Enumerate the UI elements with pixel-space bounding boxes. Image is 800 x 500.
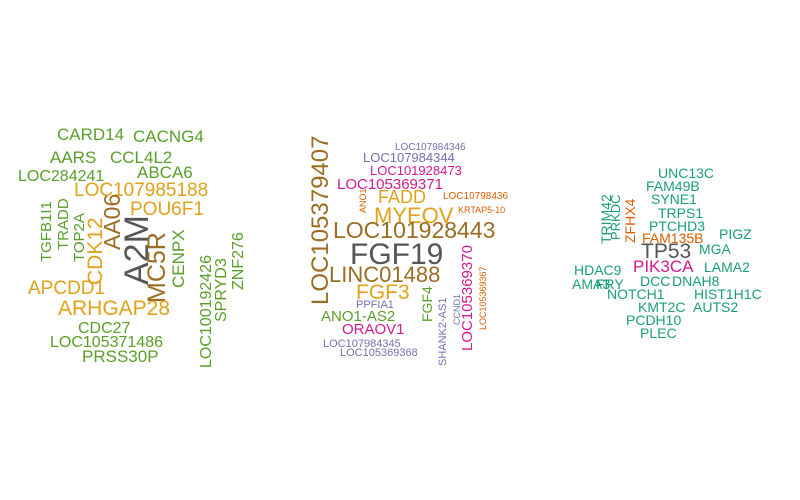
word-label: LOC105379407 — [307, 136, 334, 305]
word-label: LOC107984345 — [323, 338, 401, 350]
word-label: LOC10798436 — [443, 191, 508, 202]
word-label: PIGZ — [719, 226, 752, 242]
word-label: SHANK2-AS1 — [437, 298, 449, 366]
word-label: LOC107984344 — [363, 150, 455, 165]
word-label: SPRYD3 — [213, 258, 230, 322]
word-label: LOC100192426 — [198, 255, 215, 368]
word-label: FRY — [596, 276, 624, 292]
word-label: LOC101928473 — [370, 163, 462, 178]
word-label: LOC105371486 — [50, 334, 163, 351]
word-label: MGA — [699, 241, 732, 257]
word-label: AUTS2 — [693, 299, 738, 315]
word-label: FGF4 — [419, 286, 435, 322]
word-label: CDK12 — [84, 217, 107, 285]
word-label: PLEC — [640, 325, 677, 341]
word-label: UNC13C — [658, 165, 714, 181]
word-label: KMT2C — [638, 299, 685, 315]
word-label: CARD14 — [57, 125, 124, 144]
word-label: DCC — [640, 273, 670, 289]
word-label: ZFHX4 — [622, 198, 638, 243]
word-label: LOC101928443 — [333, 217, 495, 243]
word-label: LOC107984346 — [395, 142, 466, 153]
word-label: POU6F1 — [130, 199, 204, 220]
word-label: ZNF276 — [230, 232, 247, 290]
word-label: ORAOV1 — [342, 321, 405, 338]
word-label: CENPX — [169, 229, 188, 288]
word-label: ARHGAP28 — [58, 297, 170, 320]
word-label: FADD — [378, 187, 426, 207]
word-label: AA06 — [99, 194, 125, 250]
word-label: TOP2A — [71, 213, 88, 262]
word-label: LINC01488 — [329, 262, 440, 287]
word-label: PPFIA1 — [356, 299, 394, 311]
word-label: TRPS1 — [658, 205, 703, 221]
word-label: MYEOV — [374, 203, 454, 228]
word-label: PIK3CA — [633, 257, 694, 276]
word-label: FGF19 — [350, 238, 443, 271]
word-label: PRSS30P — [82, 347, 159, 366]
word-label: SYNE1 — [651, 191, 697, 207]
word-label: LOC107985188 — [74, 180, 208, 201]
word-label: AMA3 — [572, 276, 610, 292]
word-label: CACNG4 — [133, 127, 204, 146]
word-label: ANO1-AS2 — [321, 308, 395, 325]
word-label: ABCA6 — [137, 163, 193, 182]
word-label: CCND1 — [452, 294, 462, 325]
word-cloud-2: LOC107984346LOC107984344LOC101928473LOC1… — [307, 136, 508, 366]
word-label: PCDH10 — [626, 312, 681, 328]
word-label: AARS — [50, 148, 96, 167]
word-label: FAM135B — [642, 230, 703, 246]
word-label: HDAC9 — [574, 262, 622, 278]
word-label: LAMA2 — [704, 259, 750, 275]
word-label: FAM49B — [646, 178, 700, 194]
word-label: LOC105369368 — [340, 347, 418, 359]
word-label: LOC105369371 — [337, 176, 443, 193]
word-label: LOC105369370 — [459, 245, 476, 351]
word-label: PTCHD3 — [649, 218, 705, 234]
word-label: CDC27 — [78, 320, 131, 337]
word-label: DNAH8 — [672, 273, 720, 289]
word-label: CCL4L2 — [110, 148, 172, 167]
word-label: KRTAP5-10 — [458, 205, 505, 215]
word-label: NOTCH1 — [607, 286, 665, 302]
word-label: TP53 — [641, 240, 691, 263]
word-label: APCDD1 — [28, 278, 105, 299]
word-label: LOC284241 — [18, 168, 104, 185]
word-label: MC5R — [143, 232, 171, 303]
word-label: A2M — [118, 215, 156, 285]
word-label: HIST1H1C — [694, 286, 762, 302]
word-label: ANO1 — [358, 188, 368, 213]
word-label: LOC105369367 — [478, 266, 488, 330]
word-label: TGFB1I1 — [38, 201, 55, 262]
word-label: FGF3 — [356, 281, 410, 304]
word-label: TRIM42 — [598, 194, 614, 244]
word-label: PRKDC — [608, 194, 623, 240]
word-label: TRADD — [55, 198, 72, 250]
